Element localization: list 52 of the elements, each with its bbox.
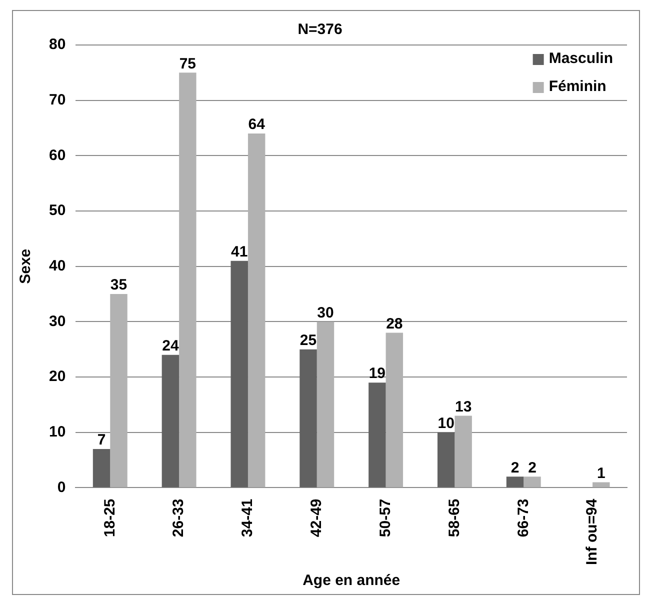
bar [230,260,248,488]
bar [592,482,610,488]
x-tick-label: 26-33 [170,498,188,538]
bar [248,134,266,488]
bar [316,322,334,488]
data-label: 10 [438,415,454,432]
bar [506,476,524,488]
bar [162,354,180,488]
y-tick-label: 80 [48,36,66,54]
data-label: 75 [179,55,196,72]
x-tick-label: 42-49 [308,498,326,538]
y-tick-label: 20 [48,368,66,386]
bar [454,416,472,488]
bar [437,432,455,488]
y-tick-label: 0 [57,478,66,496]
data-label: 64 [248,116,266,134]
x-tick-label: 58-65 [446,498,463,538]
legend-label: Féminin [548,78,606,96]
x-tick-label: 66-73 [514,498,532,538]
bar [368,382,386,488]
data-label: 41 [231,243,248,260]
bar [524,476,541,488]
data-label: 19 [368,365,386,382]
bar [386,332,404,488]
y-tick-label: 10 [48,424,66,441]
data-label: 25 [300,332,317,350]
data-label: 2 [528,459,536,476]
y-tick-label: 60 [48,146,66,164]
data-label: 24 [162,338,180,355]
legend-label: Masculin [548,50,614,68]
y-tick-label: 30 [48,312,66,330]
x-tick-label: 50-57 [376,498,394,538]
data-label: 7 [97,432,106,449]
data-label: 30 [317,304,334,322]
data-label: 1 [596,464,606,482]
data-label: 28 [386,315,403,332]
bar [92,449,110,488]
y-tick-label: 40 [48,258,66,275]
chart-title: N=376 [298,21,342,38]
y-axis-title: Sexe [17,248,34,284]
data-label: 2 [510,459,520,476]
y-tick-label: 50 [48,202,66,220]
bar [300,349,317,488]
x-tick-label: 18-25 [101,498,118,538]
bar [110,294,128,488]
y-tick-label: 70 [48,91,66,108]
data-label: 35 [110,276,128,294]
data-label: 13 [454,398,472,416]
x-tick-label: 34-41 [239,498,256,538]
x-axis-title: Age en année [302,572,400,590]
x-tick-label: Inf ou=94 [584,498,601,566]
bar [179,72,196,488]
